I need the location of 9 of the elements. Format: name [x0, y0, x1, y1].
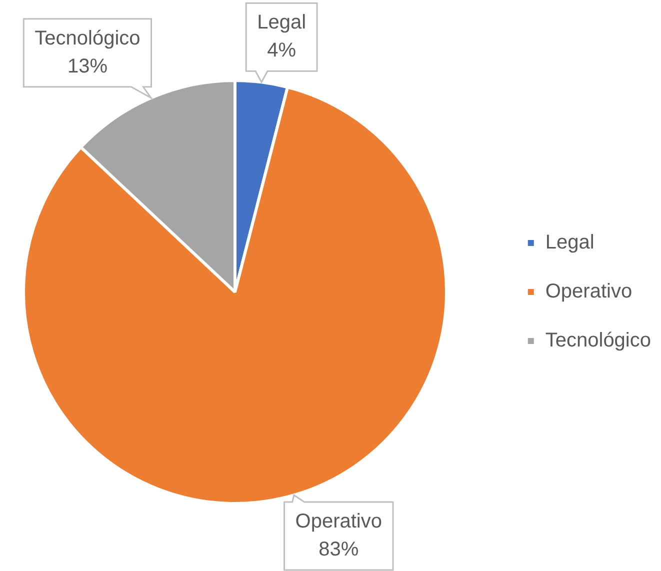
data-label: 4% [267, 40, 296, 62]
legend-label: Legal [545, 232, 594, 254]
legend-label: Tecnológico [545, 330, 651, 352]
slice-label: Legal [257, 12, 306, 34]
data-label: 13% [67, 55, 108, 78]
slice-label: Operativo [295, 510, 382, 533]
slice-label: Tecnológico [34, 27, 140, 50]
data-label: 83% [318, 538, 359, 561]
legend-label: Operativo [545, 280, 632, 303]
